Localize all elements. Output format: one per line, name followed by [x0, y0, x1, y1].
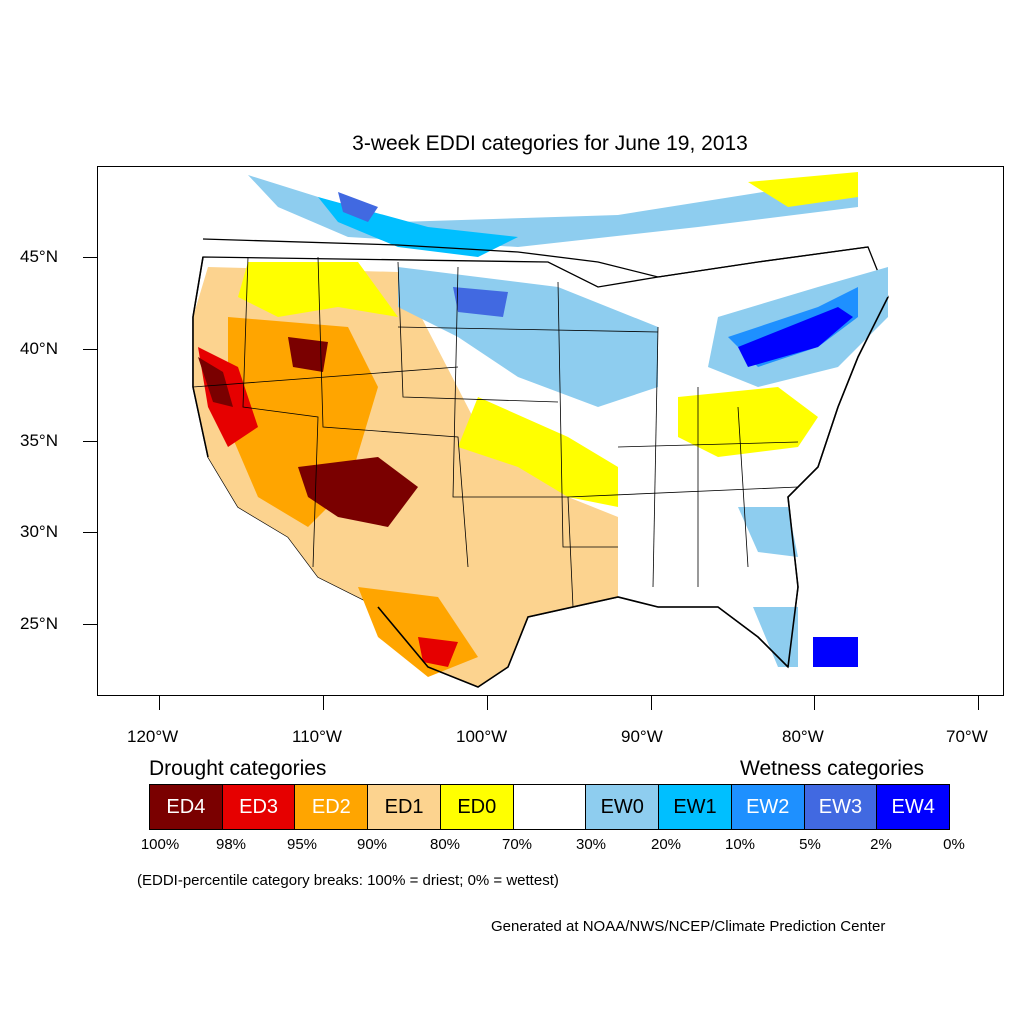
drought-heading: Drought categories — [149, 757, 327, 780]
map-panel — [97, 166, 1004, 696]
plains-ed0-zone — [458, 397, 618, 507]
lon-tick — [814, 696, 816, 710]
idaho-ed4-zone — [288, 337, 328, 372]
lon-label-100: 100°W — [456, 727, 508, 746]
lon-tick — [323, 696, 325, 710]
legend-ed3: ED3 — [222, 785, 296, 829]
west-ed0-zone — [238, 262, 398, 317]
lat-tick — [83, 349, 97, 351]
break-label: 30% — [575, 836, 607, 853]
lon-label-90: 90°W — [621, 727, 663, 746]
legend-normal — [513, 785, 587, 829]
break-label: 80% — [429, 836, 461, 853]
lat-label-30: 30°N — [20, 522, 58, 541]
canada-ew3-patch — [338, 192, 378, 222]
lat-label-45: 45°N — [20, 247, 58, 266]
lon-label-120: 120°W — [127, 727, 179, 746]
fourcorners-ed4-zone — [298, 457, 418, 527]
lat-label-25: 25°N — [20, 614, 58, 633]
lon-tick — [651, 696, 653, 710]
state-boundaries — [192, 256, 799, 608]
florida-ew0-patch — [753, 607, 798, 667]
break-label: 0% — [943, 836, 965, 853]
break-label: 90% — [356, 836, 388, 853]
greatlakes-ew4-zone — [738, 307, 853, 367]
canada-border — [202, 238, 869, 278]
break-label: 100% — [140, 836, 180, 853]
map-title: 3-week EDDI categories for June 19, 2013 — [352, 132, 748, 155]
category-legend-bar: ED4 ED3 ED2 ED1 ED0 EW0 EW1 EW2 EW3 EW4 — [149, 784, 950, 830]
legend-ed2: ED2 — [295, 785, 369, 829]
california-ed4-zone — [198, 357, 233, 407]
coastline-gulf — [377, 596, 789, 688]
break-label: 70% — [501, 836, 533, 853]
ohio-ed0-zone — [678, 387, 818, 457]
lat-tick — [83, 257, 97, 259]
bahamas-ew4-patch — [813, 637, 858, 667]
break-label: 2% — [870, 836, 892, 853]
legend-ed4: ED4 — [150, 785, 223, 829]
canada-yellow-patch — [748, 172, 858, 207]
break-label: 20% — [650, 836, 682, 853]
coastline-west — [192, 256, 209, 458]
legend-ew3: EW3 — [804, 785, 878, 829]
legend-ed0: ED0 — [440, 785, 514, 829]
eddi-map — [192, 172, 889, 688]
break-label: 95% — [286, 836, 318, 853]
lat-label-35: 35°N — [20, 431, 58, 450]
legend-ew0: EW0 — [586, 785, 660, 829]
southeast-ew0-patch — [738, 507, 798, 557]
mexico-ed3-patch — [418, 637, 458, 667]
dakota-ew3-patch — [453, 287, 508, 317]
lat-tick — [83, 441, 97, 443]
lon-tick — [978, 696, 980, 710]
break-label: 10% — [724, 836, 756, 853]
lat-tick — [83, 624, 97, 626]
legend-ew2: EW2 — [731, 785, 805, 829]
lon-label-110: 110°W — [292, 727, 342, 746]
category-note: (EDDI-percentile category breaks: 100% =… — [137, 872, 559, 889]
credit-line: Generated at NOAA/NWS/NCEP/Climate Predi… — [491, 918, 886, 935]
lat-tick — [83, 532, 97, 534]
break-label: 5% — [799, 836, 821, 853]
legend-ew1: EW1 — [659, 785, 732, 829]
lon-label-70: 70°W — [946, 727, 988, 746]
lon-tick — [487, 696, 489, 710]
legend-ed1: ED1 — [368, 785, 441, 829]
break-label: 98% — [215, 836, 247, 853]
legend-ew4: EW4 — [877, 785, 950, 829]
coastline-east — [787, 296, 889, 668]
lat-label-40: 40°N — [20, 339, 58, 358]
lon-tick — [159, 696, 161, 710]
wetness-heading: Wetness categories — [740, 757, 925, 780]
lon-label-80: 80°W — [782, 727, 824, 746]
